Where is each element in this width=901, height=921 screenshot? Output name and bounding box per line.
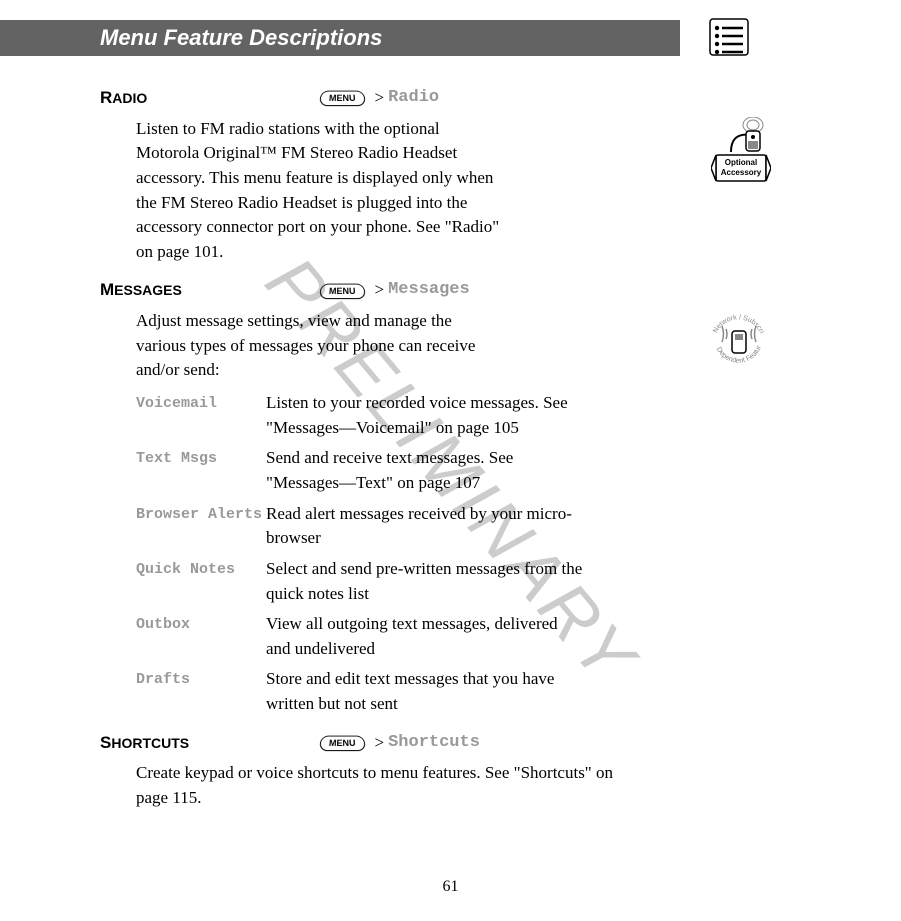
subitem-label: Outbox: [136, 612, 266, 661]
header-title: Menu Feature Descriptions: [100, 25, 382, 51]
messages-subitems: Voicemail Listen to your recorded voice …: [136, 391, 801, 717]
optional-accessory-icon: Optional Accessory: [711, 117, 771, 195]
section-title-shortcuts: SHORTCUTS: [100, 731, 320, 756]
breadcrumb-messages: Messages: [388, 278, 470, 303]
subitem-label: Text Msgs: [136, 446, 266, 495]
section-radio: RADIO MENU > Radio Listen to FM radio st…: [100, 86, 801, 264]
subitem-label: Quick Notes: [136, 557, 266, 606]
list-item: Voicemail Listen to your recorded voice …: [136, 391, 801, 440]
breadcrumb-separator: >: [375, 731, 385, 756]
breadcrumb-radio: Radio: [388, 86, 439, 111]
menu-button-icon: MENU: [319, 91, 366, 106]
svg-text:Accessory: Accessory: [721, 168, 762, 177]
section-title-radio: RADIO: [100, 86, 320, 111]
subitem-label: Drafts: [136, 667, 266, 716]
subitem-desc: Listen to your recorded voice messages. …: [266, 391, 586, 440]
list-item: Drafts Store and edit text messages that…: [136, 667, 801, 716]
subitem-desc: Select and send pre-written messages fro…: [266, 557, 586, 606]
list-item: Quick Notes Select and send pre-written …: [136, 557, 801, 606]
section-body-radio: Listen to FM radio stations with the opt…: [136, 117, 506, 265]
subitem-desc: Read alert messages received by your mic…: [266, 502, 586, 551]
section-body-shortcuts: Create keypad or voice shortcuts to menu…: [136, 761, 636, 810]
subitem-desc: View all outgoing text messages, deliver…: [266, 612, 586, 661]
network-feature-icon: Network / Subscription Dependent Feature: [706, 309, 771, 382]
breadcrumb-shortcuts: Shortcuts: [388, 731, 480, 756]
subitem-label: Browser Alerts: [136, 502, 266, 551]
subitem-desc: Send and receive text messages. See "Mes…: [266, 446, 586, 495]
section-body-messages: Adjust message settings, view and manage…: [136, 309, 506, 383]
header-bar: Menu Feature Descriptions: [0, 20, 680, 56]
list-icon: [705, 15, 750, 60]
list-item: Text Msgs Send and receive text messages…: [136, 446, 801, 495]
svg-text:Optional: Optional: [725, 158, 757, 167]
page-number: 61: [443, 878, 459, 896]
menu-button-icon: MENU: [319, 283, 366, 298]
section-shortcuts: SHORTCUTS MENU > Shortcuts Create keypad…: [100, 731, 801, 811]
subitem-desc: Store and edit text messages that you ha…: [266, 667, 586, 716]
section-messages: MESSAGES MENU > Messages Adjust message …: [100, 278, 801, 716]
breadcrumb-separator: >: [375, 86, 385, 111]
list-item: Outbox View all outgoing text messages, …: [136, 612, 801, 661]
section-title-messages: MESSAGES: [100, 278, 320, 303]
menu-button-icon: MENU: [319, 736, 366, 751]
breadcrumb-separator: >: [375, 278, 385, 303]
subitem-label: Voicemail: [136, 391, 266, 440]
list-item: Browser Alerts Read alert messages recei…: [136, 502, 801, 551]
